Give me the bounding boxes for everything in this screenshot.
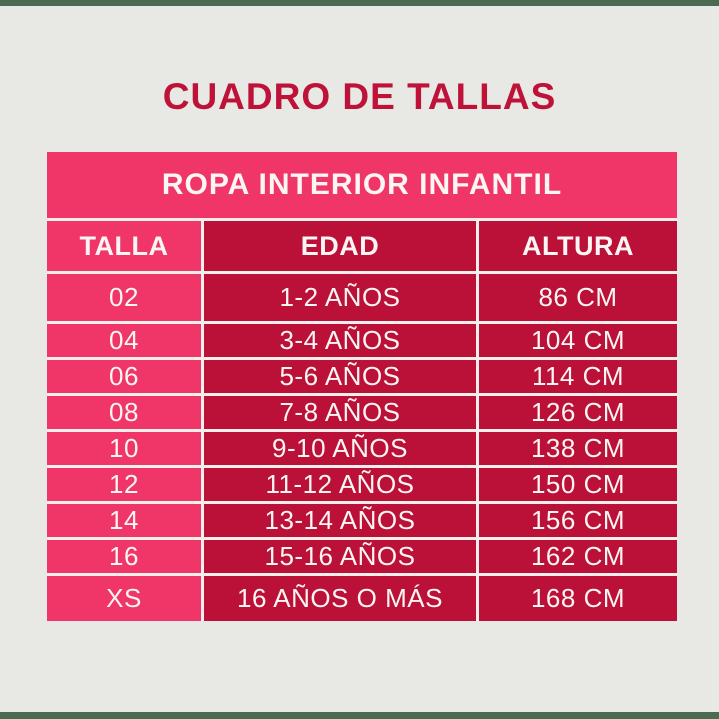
age-cell: 11-12 AÑOS [204,468,476,501]
size-cell: 08 [47,396,201,429]
age-cell: 3-4 AÑOS [204,324,476,357]
age-cell: 1-2 AÑOS [204,274,476,321]
size-cell: 16 [47,540,201,573]
age-cell: 15-16 AÑOS [204,540,476,573]
size-cell: XS [47,576,201,621]
height-cell: 138 CM [479,432,677,465]
age-cell: 13-14 AÑOS [204,504,476,537]
column-header-altura: ALTURA [479,221,677,271]
height-cell: 168 CM [479,576,677,621]
age-cell: 7-8 AÑOS [204,396,476,429]
size-chart-table: ROPA INTERIOR INFANTIL TALLA EDAD ALTURA… [47,152,677,621]
table-header: ROPA INTERIOR INFANTIL [47,152,677,218]
age-cell: 9-10 AÑOS [204,432,476,465]
column-header-edad: EDAD [204,221,476,271]
height-cell: 156 CM [479,504,677,537]
size-cell: 04 [47,324,201,357]
top-edge-band [0,0,719,6]
size-cell: 12 [47,468,201,501]
age-cell: 16 AÑOS O MÁS [204,576,476,621]
table-grid: TALLA EDAD ALTURA 02 1-2 AÑOS 86 CM 04 3… [47,221,677,621]
height-cell: 126 CM [479,396,677,429]
size-cell: 02 [47,274,201,321]
size-cell: 10 [47,432,201,465]
bottom-edge-band [0,712,719,719]
height-cell: 114 CM [479,360,677,393]
column-header-talla: TALLA [47,221,201,271]
page-title: CUADRO DE TALLAS [162,76,557,117]
height-cell: 104 CM [479,324,677,357]
height-cell: 86 CM [479,274,677,321]
height-cell: 162 CM [479,540,677,573]
age-cell: 5-6 AÑOS [204,360,476,393]
size-cell: 06 [47,360,201,393]
height-cell: 150 CM [479,468,677,501]
size-cell: 14 [47,504,201,537]
